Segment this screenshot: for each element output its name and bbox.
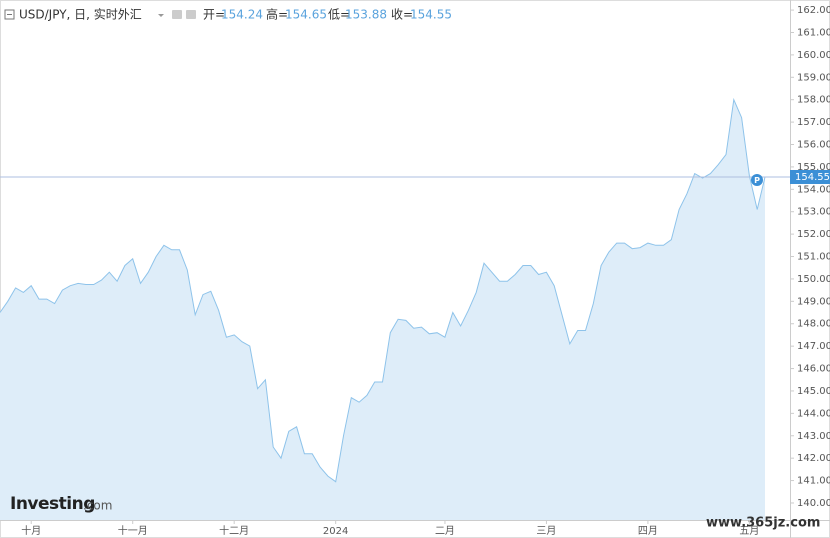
y-tick-label: 150.00 <box>797 274 830 285</box>
y-tick-label: 149.00 <box>797 296 830 307</box>
collapse-icon[interactable] <box>4 9 15 20</box>
open-value: 154.24 <box>221 8 263 22</box>
close-icon[interactable] <box>186 10 196 19</box>
low-label: 低= <box>328 8 350 22</box>
close-badge <box>790 169 830 184</box>
p-marker <box>751 173 763 186</box>
y-tick-label: 146.00 <box>797 364 830 375</box>
p-marker-label: P <box>754 176 760 185</box>
logo-suffix: .com <box>83 499 112 513</box>
y-tick-label: 159.00 <box>797 72 830 83</box>
low-value: 153.88 <box>345 8 387 22</box>
y-tick-label: 153.00 <box>797 207 830 218</box>
y-tick-label: 162.00 <box>797 5 830 16</box>
y-tick-label: 161.00 <box>797 27 830 38</box>
y-tick-label: 158.00 <box>797 95 830 106</box>
y-tick-label: 141.00 <box>797 476 830 487</box>
x-tick-label: 四月 <box>638 525 658 537</box>
y-tick-label: 156.00 <box>797 140 830 151</box>
y-tick-label: 143.00 <box>797 431 830 442</box>
y-tick-label: 152.00 <box>797 229 830 240</box>
y-tick-label: 157.00 <box>797 117 830 128</box>
symbol: USD/JPY, 日, 实时外汇 <box>19 7 142 22</box>
x-tick-label: 十一月 <box>118 524 148 537</box>
x-tick-label: 五月 <box>739 525 759 537</box>
settings-icon[interactable] <box>172 10 182 19</box>
dropdown-arrow[interactable] <box>158 14 164 17</box>
price-line <box>0 97 766 483</box>
y-tick-label: 154.00 <box>797 184 830 195</box>
y-tick-label: 145.00 <box>797 386 830 397</box>
close-value: 154.55 <box>410 8 452 22</box>
y-tick-label: 160.00 <box>797 50 830 61</box>
x-tick-label: 2024 <box>323 526 348 537</box>
x-tick-label: 十月 <box>21 524 41 537</box>
y-tick-label: 155.00 <box>797 162 830 173</box>
x-tick-label: 十二月 <box>219 524 249 537</box>
y-tick-label: 144.00 <box>797 408 830 419</box>
y-tick-label: 148.00 <box>797 319 830 330</box>
open-label: 开= <box>203 8 225 22</box>
x-tick-label: 二月 <box>435 525 455 537</box>
y-tick-label: 140.00 <box>797 498 830 509</box>
x-tick-label: 三月 <box>536 525 556 537</box>
watermark: www.365jz.com <box>706 516 820 531</box>
y-tick-label: 147.00 <box>797 341 830 352</box>
y-tick-label: 151.00 <box>797 252 830 263</box>
high-label: 高= <box>266 7 288 22</box>
area-fill <box>0 99 765 520</box>
logo: Investing <box>10 494 95 514</box>
close-badge-label: 154.55 <box>795 172 830 183</box>
close-label: 收= <box>391 8 413 22</box>
y-tick-label: 142.00 <box>797 453 830 464</box>
plot <box>0 97 766 520</box>
high-value: 154.65 <box>285 8 327 22</box>
